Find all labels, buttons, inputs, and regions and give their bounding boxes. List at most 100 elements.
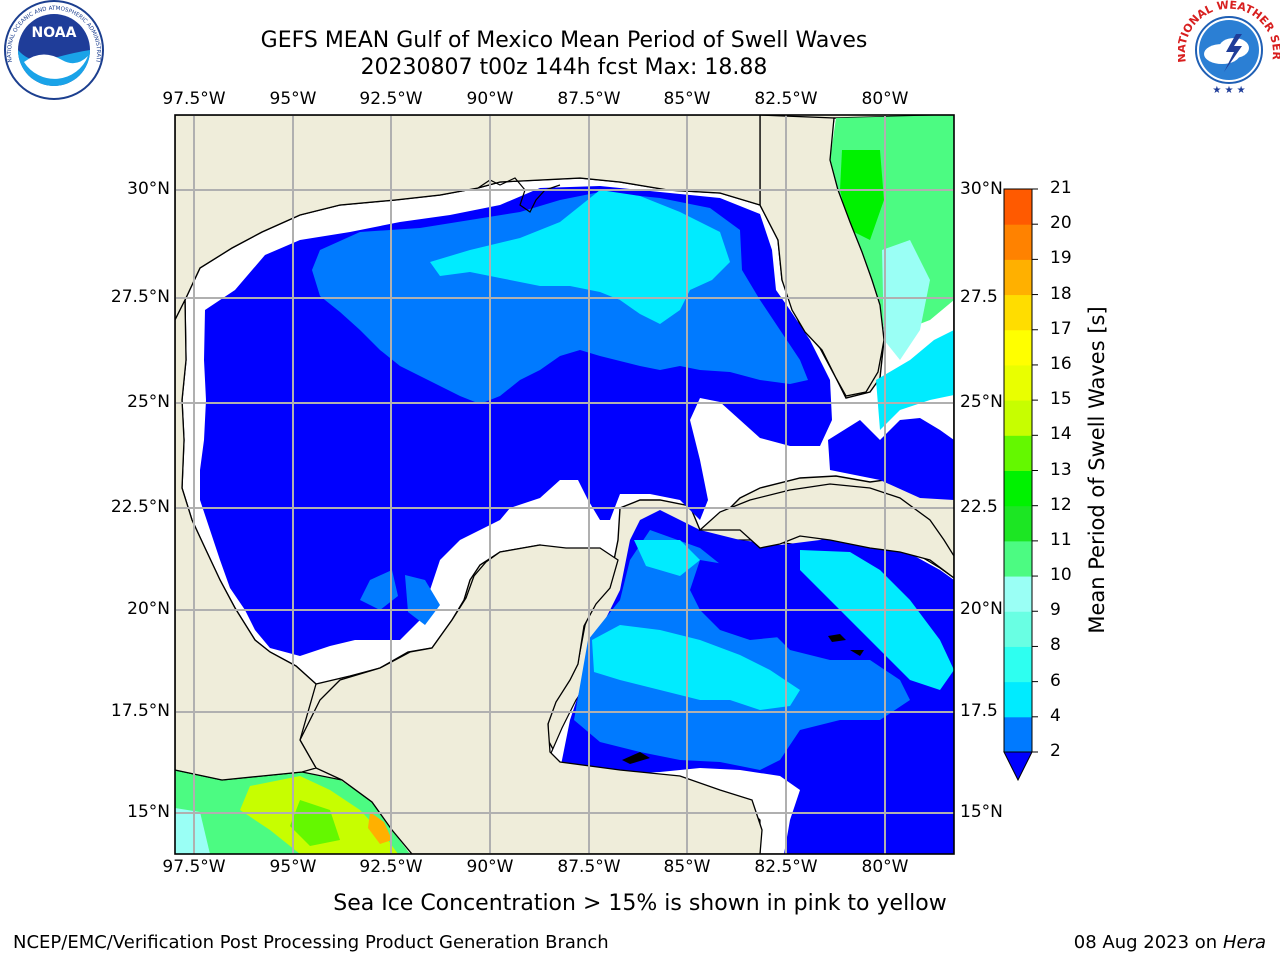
pacific-swell-peak bbox=[368, 812, 392, 844]
colorbar-segment bbox=[1004, 400, 1032, 436]
island-a bbox=[828, 634, 846, 642]
mexico-gulf-coast bbox=[175, 299, 317, 781]
lat-label-right: 20°N bbox=[960, 599, 1003, 619]
colorbar-segment bbox=[1004, 259, 1032, 296]
colorbar-tick-label: 20 bbox=[1050, 213, 1072, 234]
lon-label-top: 80°W bbox=[861, 89, 909, 109]
colorbar-segment bbox=[1004, 716, 1032, 753]
colorbar-tick-label: 21 bbox=[1050, 178, 1072, 198]
colorbar-tick-label: 8 bbox=[1050, 635, 1061, 656]
caribbean-swell-6-8 bbox=[592, 625, 800, 710]
pacific-swell-cyan bbox=[175, 808, 210, 854]
map-frame bbox=[174, 114, 955, 855]
colorbar-segment bbox=[1004, 576, 1032, 612]
colorbar-tick-label: 9 bbox=[1050, 600, 1061, 621]
colorbar-segment bbox=[1004, 505, 1032, 542]
lon-label-bottom: 82.5°W bbox=[754, 857, 818, 877]
colorbar-tick-label: 19 bbox=[1050, 248, 1072, 269]
lat-label-left: 22.5°N bbox=[110, 497, 170, 517]
colorbar-tick-label: 12 bbox=[1050, 494, 1072, 515]
chart-subtitle: 20230807 t00z 144h fcst Max: 18.88 bbox=[360, 55, 768, 80]
atlantic-swell-4-6 bbox=[876, 330, 954, 430]
lon-label-top: 97.5°W bbox=[162, 89, 226, 109]
lon-label-bottom: 97.5°W bbox=[162, 857, 226, 877]
us-gulf-coast bbox=[175, 115, 761, 321]
footer-date: 08 Aug 2023 on Hera bbox=[1074, 932, 1266, 953]
gulf-swell-6-8 bbox=[430, 190, 730, 324]
lat-label-right: 30°N bbox=[960, 179, 1003, 199]
lat-label-left: 25°N bbox=[127, 392, 170, 412]
yucatan bbox=[299, 544, 763, 854]
colorbar bbox=[1003, 188, 1038, 782]
gulf-swell-blob-a bbox=[360, 570, 398, 610]
colorbar-tick-label: 10 bbox=[1050, 565, 1072, 586]
lon-label-bottom: 80°W bbox=[861, 857, 909, 877]
lat-label-left: 20°N bbox=[127, 599, 170, 619]
delta bbox=[477, 177, 561, 213]
colorbar-segment bbox=[1004, 611, 1032, 647]
sea-ice-note: Sea Ice Concentration > 15% is shown in … bbox=[333, 891, 947, 916]
colorbar-segment bbox=[1004, 224, 1032, 260]
lat-label-right: 15°N bbox=[960, 802, 1003, 822]
colorbar-tick-label: 6 bbox=[1050, 670, 1061, 691]
colorbar-segment bbox=[1004, 646, 1032, 683]
colorbar-tick-label: 2 bbox=[1050, 741, 1061, 761]
lat-label-right: 22.5 bbox=[960, 497, 998, 517]
caribbean-swell-6-8-b bbox=[800, 550, 954, 690]
lon-label-top: 87.5°W bbox=[557, 89, 621, 109]
colorbar-segment bbox=[1004, 470, 1032, 507]
caribbean-swell-4-6 bbox=[574, 530, 910, 770]
colorbar-segment bbox=[1004, 435, 1032, 471]
lat-label-left: 17.5°N bbox=[110, 701, 170, 721]
pacific-swell-mid bbox=[290, 800, 340, 846]
lon-label-bottom: 92.5°W bbox=[359, 857, 423, 877]
lon-label-bottom: 90°W bbox=[466, 857, 514, 877]
colorbar-tick-label: 17 bbox=[1050, 318, 1072, 339]
atlantic-swell-10-11 bbox=[840, 150, 884, 240]
colorbar-tick-label: 15 bbox=[1050, 389, 1072, 410]
lon-label-top: 82.5°W bbox=[754, 89, 818, 109]
colorbar-segment bbox=[1004, 681, 1032, 718]
colorbar-tick-label: 4 bbox=[1050, 705, 1061, 726]
colorbar-segment bbox=[1004, 189, 1032, 225]
colorbar-tick-label: 13 bbox=[1050, 459, 1072, 480]
footer-machine: Hera bbox=[1222, 932, 1266, 953]
lon-label-top: 90°W bbox=[466, 89, 514, 109]
footer-date-text: 08 Aug 2023 on bbox=[1073, 932, 1218, 953]
map-field bbox=[175, 115, 954, 854]
colorbar-segment bbox=[1004, 329, 1032, 366]
noaa-logo: NOAA NATIONAL OCEANIC AND ATMOSPHERIC AD… bbox=[2, 0, 104, 100]
island-c bbox=[622, 752, 650, 764]
colorbar-tick-label: 16 bbox=[1050, 353, 1072, 374]
lat-label-left: 27.5°N bbox=[110, 287, 170, 307]
lat-label-right: 27.5 bbox=[960, 287, 998, 307]
atlantic-swell-8-9 bbox=[882, 240, 930, 360]
lon-label-bottom: 95°W bbox=[269, 857, 317, 877]
caribbean-swell-6-8-c bbox=[634, 540, 700, 576]
colorbar-segment bbox=[1004, 294, 1032, 331]
gulf-swell-blob-b bbox=[405, 575, 440, 625]
colorbar-tick-label: 14 bbox=[1050, 424, 1072, 445]
lat-label-left: 30°N bbox=[127, 179, 170, 199]
noaa-logo-text: NOAA bbox=[32, 25, 77, 41]
colorbar-under-arrow bbox=[1003, 751, 1033, 782]
graticule bbox=[175, 115, 954, 854]
credit-line: NCEP/EMC/Verification Post Processing Pr… bbox=[13, 932, 609, 953]
colorbar-tick-label: 18 bbox=[1050, 283, 1072, 304]
lon-label-bottom: 85°W bbox=[663, 857, 711, 877]
lat-label-left: 15°N bbox=[127, 802, 170, 822]
lat-label-right: 25°N bbox=[960, 392, 1003, 412]
colorbar-segment bbox=[1004, 364, 1032, 401]
island-b bbox=[850, 650, 864, 656]
colorbar-tick-label: 11 bbox=[1050, 529, 1072, 550]
chart-title: GEFS MEAN Gulf of Mexico Mean Period of … bbox=[260, 28, 868, 53]
lon-label-bottom: 87.5°W bbox=[557, 857, 621, 877]
lat-label-right: 17.5 bbox=[960, 701, 998, 721]
straits-swell-low bbox=[828, 418, 954, 500]
svg-text:★ ★ ★: ★ ★ ★ bbox=[1212, 85, 1245, 96]
caribbean-swell-low-core bbox=[690, 560, 820, 640]
florida bbox=[759, 115, 885, 397]
nws-logo: NATIONAL WEATHER SERVICE ★ ★ ★ bbox=[1178, 0, 1280, 98]
colorbar-title: Mean Period of Swell Waves [s] bbox=[1085, 306, 1109, 634]
